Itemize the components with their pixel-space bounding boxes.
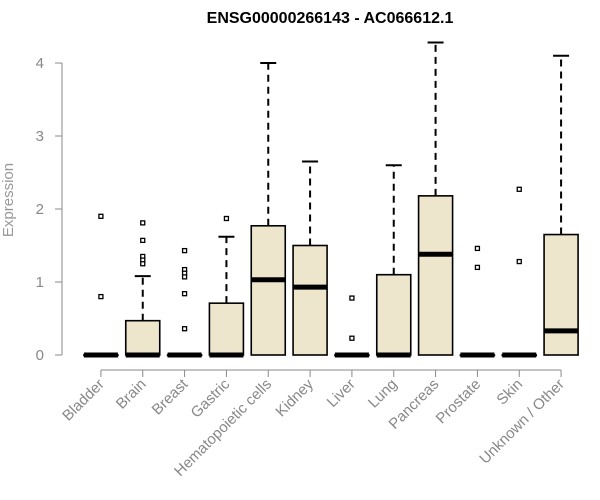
box-4 [250,62,287,356]
y-axis: 0 1 2 3 4 [36,55,63,364]
outlier-point [181,326,188,332]
x-tick-label: Prostate [433,376,485,428]
boxes-group [83,41,579,358]
box-9 [459,245,496,358]
x-tick-label: Lung [365,376,401,412]
x-tick-label: Bladder [59,376,108,425]
outlier-point [140,261,146,267]
y-tick-label: 0 [36,347,44,364]
outlier-point [349,335,355,341]
box-8 [417,41,454,356]
outlier-point [98,213,104,219]
chart-title: ENSG00000266143 - AC066612.1 [207,10,454,27]
box-11 [543,54,579,356]
iqr-box [124,319,161,356]
iqr-box [208,302,245,356]
y-tick-label: 4 [36,55,44,72]
box-5 [292,160,328,356]
iqr-box [543,233,579,356]
outlier-point [140,220,146,226]
iqr-box [375,273,412,356]
outlier-point [181,274,188,280]
box-6 [334,295,370,358]
x-tick-label: Breast [149,375,192,418]
box-7 [375,164,412,358]
outlier-point [349,295,355,301]
box-3 [208,215,245,358]
y-tick-label: 1 [36,274,44,291]
box-10 [501,186,538,358]
outlier-point [140,237,146,244]
box-1 [124,220,161,358]
outlier-point [181,247,188,254]
outlier-point [181,291,188,297]
box-2 [166,247,203,358]
y-tick-label: 2 [36,201,44,218]
outlier-point [516,258,522,265]
iqr-box [250,224,287,356]
outlier-point [98,293,104,300]
x-tick-label: Brain [113,376,150,413]
outlier-point [223,215,230,222]
outlier-point [474,264,481,271]
outlier-point [516,186,522,192]
y-axis-label: Expression [0,163,17,237]
x-tick-label: Skin [493,376,526,409]
y-tick-label: 3 [36,128,44,145]
box-0 [83,213,119,358]
iqr-box [292,244,328,356]
iqr-box [417,195,454,356]
x-tick-label: Kidney [272,375,317,420]
x-tick-label: Liver [324,376,359,411]
outlier-point [474,245,481,252]
